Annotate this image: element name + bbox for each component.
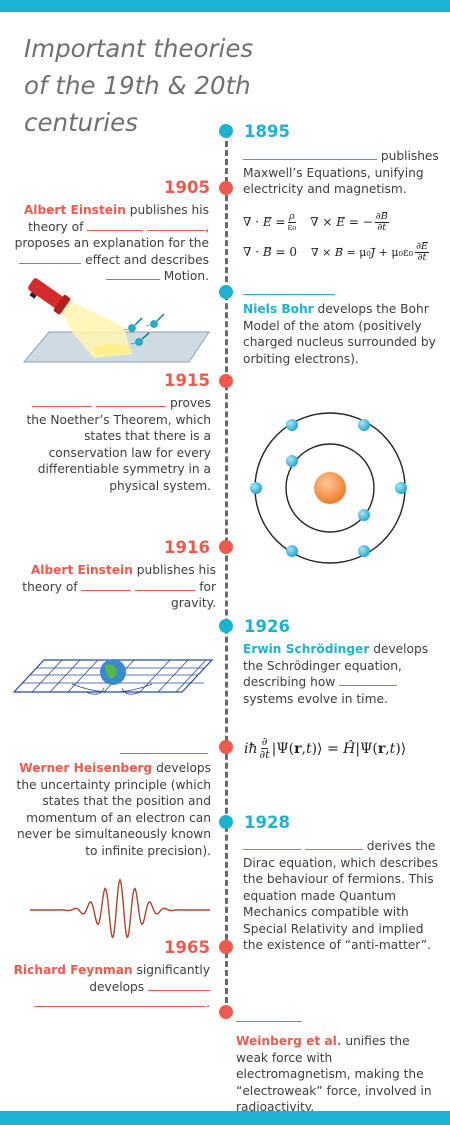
- page-title: Important theories of the 19th & 20th ce…: [24, 34, 254, 137]
- bottom-band: [0, 1111, 450, 1125]
- event-1926-text: Erwin Schrödinger develops the Schröding…: [243, 642, 429, 706]
- event-bohr-text: Niels Bohr develops the Bohr Model of th…: [243, 302, 436, 366]
- year-1926: 1926: [244, 617, 290, 636]
- timeline-dot-bohr: [219, 285, 233, 299]
- event-weinberg-text: Weinberg et al. unifies the weak force w…: [236, 1034, 432, 1114]
- year-1915: 1915: [164, 371, 210, 390]
- event-1905-text: Albert Einstein publishes his theory of …: [14, 203, 209, 283]
- wave-packet-illustration: [30, 878, 210, 939]
- weinberg-blank: [236, 1021, 302, 1022]
- event-heisenberg-text: Werner Heisenberg develops the uncertain…: [16, 761, 211, 858]
- event-1928-text: derives the Dirac equation, which descri…: [243, 839, 438, 952]
- timeline-dot-1895: [219, 124, 233, 138]
- year-1905: 1905: [164, 178, 210, 197]
- svg-text:−: −: [123, 326, 129, 334]
- event-1916-text: Albert Einstein publishes his theory of …: [22, 563, 216, 610]
- year-1965: 1965: [164, 938, 210, 957]
- event-1895-text: publishes Maxwell’s Equations, unifying …: [243, 149, 439, 196]
- timeline-dot-heisenberg: [219, 740, 233, 754]
- svg-text:−: −: [145, 322, 151, 330]
- maxwell-equations: ∇ · E⃗ =ρε₀ ∇ × E⃗ = −∂B⃗∂t ∇ · B⃗ = 0 ∇…: [243, 210, 429, 263]
- timeline-dot-weinberg: [219, 1005, 233, 1019]
- svg-text:−: −: [130, 340, 136, 348]
- bohr-blank: [243, 294, 335, 295]
- year-1895: 1895: [244, 122, 290, 141]
- top-band: [0, 0, 450, 12]
- heisenberg-blank: [120, 753, 208, 754]
- timeline-dot-1905: [219, 181, 233, 195]
- year-1916: 1916: [164, 538, 210, 557]
- year-1928: 1928: [244, 813, 290, 832]
- schrodinger-equation: iħ ∂ ∂t |Ψ(r,t)⟩ = Ĥ|Ψ(r,t)⟩: [244, 735, 407, 761]
- timeline-dot-1926: [219, 619, 233, 633]
- bohr-atom-illustration: [250, 412, 407, 564]
- timeline-dot-1916: [219, 540, 233, 554]
- timeline-axis: [225, 132, 228, 1012]
- photoelectric-illustration: − −−: [22, 278, 210, 363]
- spacetime-grid-illustration: [12, 659, 214, 695]
- event-1965-text: Richard Feynman significantly develops .: [13, 963, 210, 1010]
- event-1915-text: proves the Noether’s Theorem, which stat…: [26, 396, 211, 493]
- timeline-dot-1928: [219, 815, 233, 829]
- timeline-dot-1965: [219, 940, 233, 954]
- timeline-dot-1915: [219, 374, 233, 388]
